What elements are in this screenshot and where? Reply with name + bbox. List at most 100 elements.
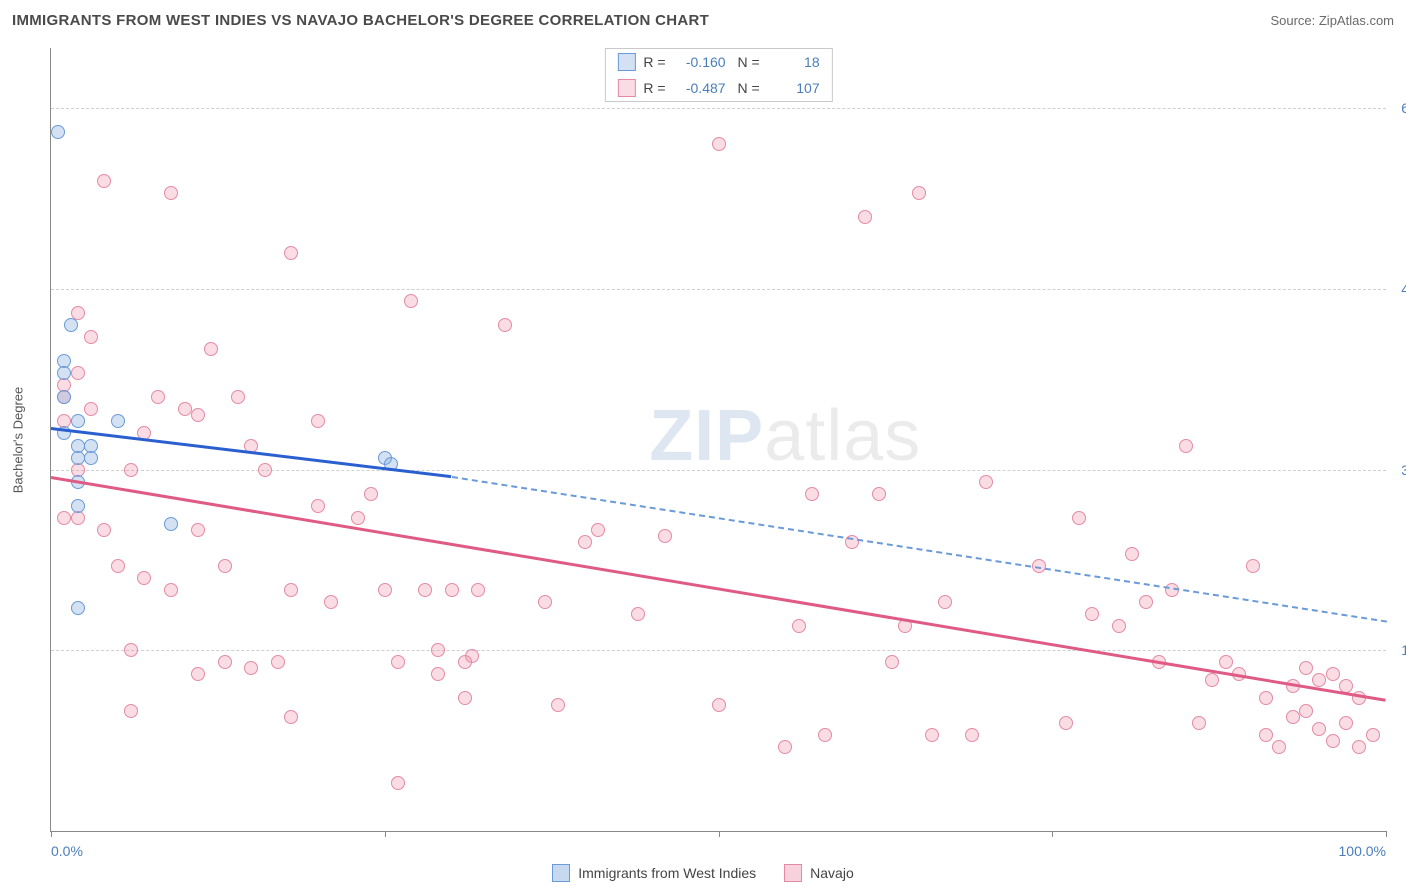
data-point: [1246, 559, 1260, 573]
data-point: [498, 318, 512, 332]
data-point: [218, 559, 232, 573]
data-point: [1205, 673, 1219, 687]
legend-R-value-1: -0.487: [674, 80, 726, 96]
source-attribution: Source: ZipAtlas.com: [1270, 13, 1394, 28]
data-point: [538, 595, 552, 609]
data-point: [71, 601, 85, 615]
legend-swatch-bottom-1: [784, 864, 802, 882]
x-tick: [719, 831, 720, 837]
gridline-h: [51, 108, 1386, 109]
data-point: [1299, 661, 1313, 675]
data-point: [805, 487, 819, 501]
data-point: [164, 583, 178, 597]
data-point: [64, 318, 78, 332]
data-point: [391, 776, 405, 790]
data-point: [1125, 547, 1139, 561]
data-point: [631, 607, 645, 621]
data-point: [792, 619, 806, 633]
y-tick-label: 15.0%: [1391, 642, 1406, 658]
legend-R-label: R =: [643, 80, 665, 96]
data-point: [1326, 734, 1340, 748]
data-point: [111, 559, 125, 573]
data-point: [271, 655, 285, 669]
data-point: [1339, 716, 1353, 730]
data-point: [71, 511, 85, 525]
legend-R-value-0: -0.160: [674, 54, 726, 70]
x-tick-label-right: 100.0%: [1339, 843, 1386, 859]
data-point: [191, 523, 205, 537]
x-tick: [51, 831, 52, 837]
x-tick-label-left: 0.0%: [51, 843, 83, 859]
data-point: [71, 366, 85, 380]
data-point: [124, 643, 138, 657]
correlation-legend: R = -0.160 N = 18 R = -0.487 N = 107: [604, 48, 832, 102]
data-point: [1219, 655, 1233, 669]
data-point: [71, 414, 85, 428]
y-tick-label: 30.0%: [1391, 462, 1406, 478]
data-point: [1072, 511, 1086, 525]
data-point: [391, 655, 405, 669]
legend-row-series-1: R = -0.487 N = 107: [605, 75, 831, 101]
data-point: [1059, 716, 1073, 730]
x-tick: [385, 831, 386, 837]
chart-header: IMMIGRANTS FROM WEST INDIES VS NAVAJO BA…: [0, 0, 1406, 40]
data-point: [284, 710, 298, 724]
data-point: [458, 691, 472, 705]
data-point: [712, 137, 726, 151]
data-point: [1312, 673, 1326, 687]
x-tick: [1052, 831, 1053, 837]
data-point: [164, 186, 178, 200]
data-point: [445, 583, 459, 597]
data-point: [71, 451, 85, 465]
x-tick: [1386, 831, 1387, 837]
data-point: [465, 649, 479, 663]
data-point: [1112, 619, 1126, 633]
series-legend: Immigrants from West Indies Navajo: [0, 864, 1406, 882]
legend-row-series-0: R = -0.160 N = 18: [605, 49, 831, 75]
data-point: [1352, 740, 1366, 754]
gridline-h: [51, 470, 1386, 471]
data-point: [778, 740, 792, 754]
data-point: [378, 583, 392, 597]
data-point: [124, 704, 138, 718]
data-point: [712, 698, 726, 712]
watermark: ZIPatlas: [649, 394, 921, 476]
data-point: [351, 511, 365, 525]
legend-R-label: R =: [643, 54, 665, 70]
data-point: [191, 667, 205, 681]
data-point: [311, 499, 325, 513]
data-point: [191, 408, 205, 422]
data-point: [111, 414, 125, 428]
data-point: [885, 655, 899, 669]
legend-label-0: Immigrants from West Indies: [578, 865, 756, 881]
data-point: [1366, 728, 1380, 742]
data-point: [965, 728, 979, 742]
legend-swatch-0: [617, 53, 635, 71]
data-point: [178, 402, 192, 416]
plot-container: ZIPatlas R = -0.160 N = 18 R = -0.487 N …: [50, 48, 1386, 832]
data-point: [164, 517, 178, 531]
data-point: [1259, 728, 1273, 742]
data-point: [431, 643, 445, 657]
data-point: [71, 499, 85, 513]
data-point: [1192, 716, 1206, 730]
y-axis-label: Bachelor's Degree: [11, 387, 26, 494]
data-point: [1286, 710, 1300, 724]
data-point: [244, 661, 258, 675]
data-point: [231, 390, 245, 404]
data-point: [137, 571, 151, 585]
watermark-atlas: atlas: [764, 395, 921, 475]
data-point: [979, 475, 993, 489]
data-point: [858, 210, 872, 224]
data-point: [97, 523, 111, 537]
data-point: [818, 728, 832, 742]
data-point: [57, 390, 71, 404]
data-point: [1179, 439, 1193, 453]
data-point: [311, 414, 325, 428]
y-tick-label: 60.0%: [1391, 100, 1406, 116]
legend-N-label: N =: [734, 80, 760, 96]
data-point: [57, 366, 71, 380]
data-point: [591, 523, 605, 537]
data-point: [364, 487, 378, 501]
legend-N-value-0: 18: [768, 54, 820, 70]
